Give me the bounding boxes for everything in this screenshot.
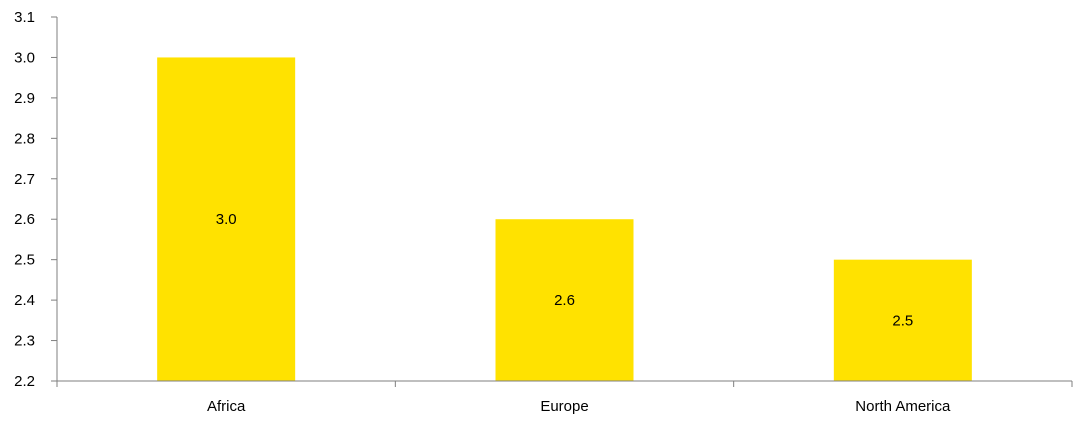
data-labels-layer: 3.0 Africa 2.6 Europe 2.5 North America	[207, 211, 951, 415]
y-tick-label: 2.4	[14, 292, 35, 309]
x-tick-label: North America	[855, 398, 951, 415]
y-tick-label: 2.6	[14, 211, 35, 228]
y-tick-label: 2.2	[14, 373, 35, 390]
data-label: 3.0	[216, 211, 237, 228]
bar-africa	[157, 57, 296, 381]
bar-europe	[495, 219, 634, 381]
y-tick-label: 2.9	[14, 90, 35, 107]
y-tick-label: 2.5	[14, 252, 35, 269]
y-tick-label: 2.7	[14, 171, 35, 188]
bars-layer	[157, 57, 972, 381]
data-label: 2.5	[892, 312, 913, 329]
data-label: 2.6	[554, 292, 575, 309]
bar-north-america	[833, 259, 972, 381]
y-tick-label: 2.3	[14, 333, 35, 350]
x-tick-label: Europe	[540, 398, 588, 415]
y-tick-label: 2.8	[14, 130, 35, 147]
axes-layer: 2.2 2.3 2.4 2.5 2.6 2.7 2.8 2.9 3.0 3.1	[14, 9, 1073, 390]
y-tick-label: 3.1	[14, 9, 35, 26]
x-tick-label: Africa	[207, 398, 246, 415]
y-tick-label: 3.0	[14, 49, 35, 66]
